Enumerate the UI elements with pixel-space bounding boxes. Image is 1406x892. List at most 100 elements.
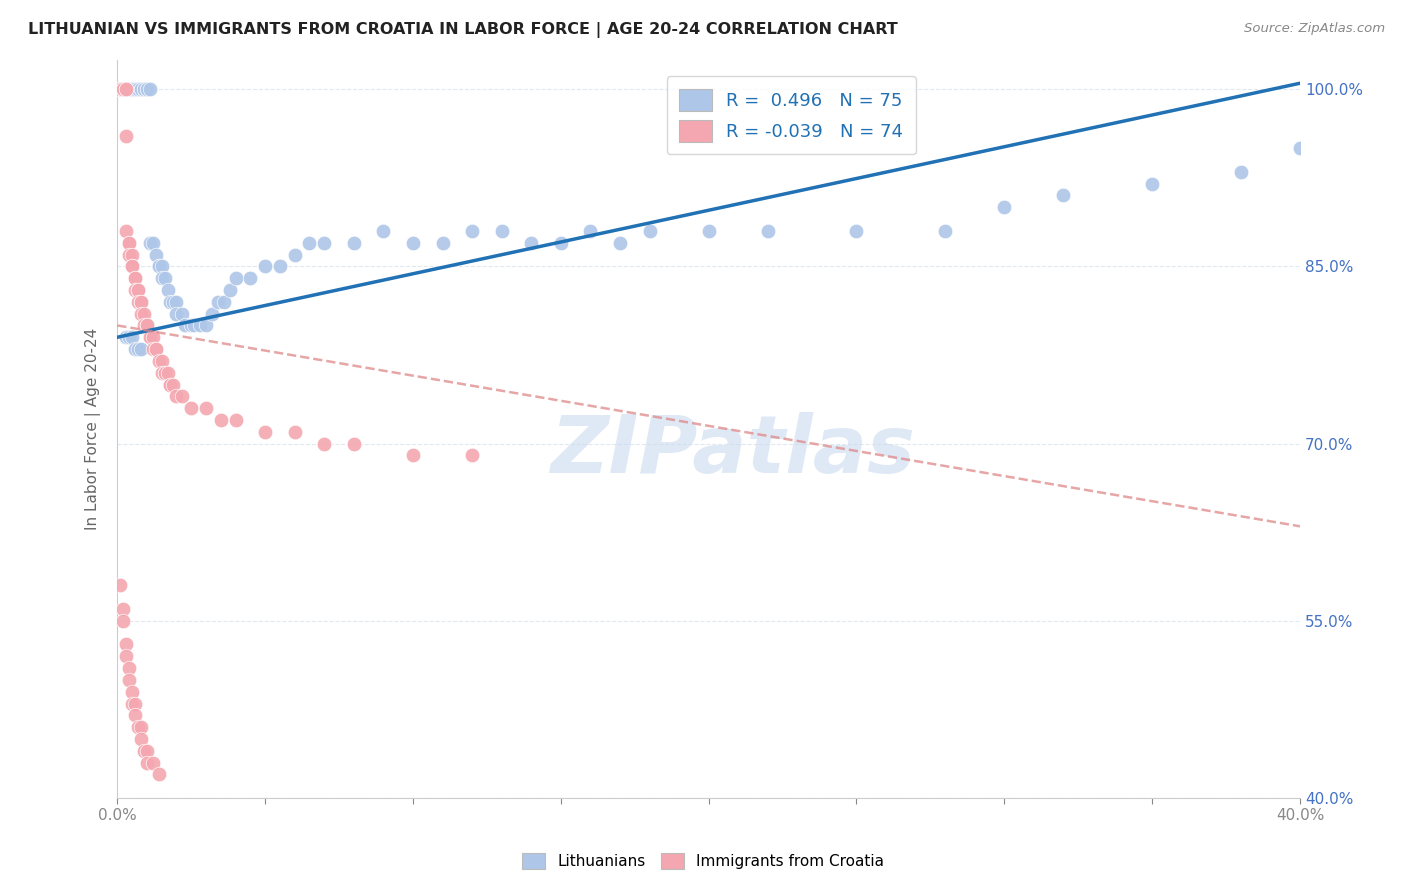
- Point: [127, 342, 149, 356]
- Point: [550, 235, 572, 250]
- Point: [269, 260, 291, 274]
- Point: [115, 82, 138, 96]
- Point: [1289, 141, 1312, 155]
- Point: [129, 82, 152, 96]
- Point: [129, 731, 152, 746]
- Text: ZIPatlas: ZIPatlas: [550, 412, 915, 490]
- Point: [934, 224, 956, 238]
- Point: [124, 342, 146, 356]
- Point: [110, 82, 132, 96]
- Point: [135, 756, 157, 770]
- Point: [110, 578, 132, 592]
- Point: [135, 744, 157, 758]
- Point: [461, 224, 484, 238]
- Point: [432, 235, 454, 250]
- Point: [121, 697, 143, 711]
- Point: [139, 235, 162, 250]
- Point: [124, 82, 146, 96]
- Point: [124, 283, 146, 297]
- Point: [150, 354, 173, 368]
- Point: [112, 82, 135, 96]
- Point: [118, 247, 141, 261]
- Point: [129, 307, 152, 321]
- Point: [142, 756, 165, 770]
- Point: [194, 401, 217, 416]
- Point: [132, 744, 155, 758]
- Point: [254, 425, 277, 439]
- Point: [129, 294, 152, 309]
- Point: [145, 342, 167, 356]
- Point: [129, 82, 152, 96]
- Point: [135, 82, 157, 96]
- Point: [127, 82, 149, 96]
- Point: [162, 294, 184, 309]
- Point: [150, 366, 173, 380]
- Point: [225, 271, 247, 285]
- Point: [697, 224, 720, 238]
- Point: [148, 767, 170, 781]
- Point: [118, 235, 141, 250]
- Point: [127, 283, 149, 297]
- Point: [115, 330, 138, 344]
- Point: [314, 235, 336, 250]
- Point: [112, 614, 135, 628]
- Point: [1140, 177, 1163, 191]
- Point: [153, 366, 176, 380]
- Point: [150, 271, 173, 285]
- Point: [112, 82, 135, 96]
- Point: [124, 697, 146, 711]
- Point: [298, 235, 321, 250]
- Point: [142, 235, 165, 250]
- Point: [343, 436, 366, 450]
- Point: [121, 82, 143, 96]
- Point: [148, 354, 170, 368]
- Point: [132, 82, 155, 96]
- Point: [118, 82, 141, 96]
- Point: [135, 318, 157, 333]
- Point: [343, 235, 366, 250]
- Point: [142, 342, 165, 356]
- Point: [121, 684, 143, 698]
- Point: [172, 307, 194, 321]
- Point: [159, 377, 181, 392]
- Point: [183, 318, 205, 333]
- Point: [110, 82, 132, 96]
- Point: [118, 661, 141, 675]
- Point: [212, 294, 235, 309]
- Point: [153, 271, 176, 285]
- Point: [284, 425, 307, 439]
- Text: Source: ZipAtlas.com: Source: ZipAtlas.com: [1244, 22, 1385, 36]
- Point: [135, 82, 157, 96]
- Point: [112, 82, 135, 96]
- Point: [209, 413, 232, 427]
- Point: [124, 708, 146, 723]
- Point: [638, 224, 661, 238]
- Point: [139, 330, 162, 344]
- Point: [314, 436, 336, 450]
- Point: [145, 342, 167, 356]
- Point: [115, 82, 138, 96]
- Point: [218, 283, 240, 297]
- Point: [124, 271, 146, 285]
- Point: [1230, 165, 1253, 179]
- Legend: R =  0.496   N = 75, R = -0.039   N = 74: R = 0.496 N = 75, R = -0.039 N = 74: [666, 76, 917, 154]
- Point: [139, 82, 162, 96]
- Point: [165, 307, 187, 321]
- Point: [115, 224, 138, 238]
- Point: [180, 318, 202, 333]
- Point: [201, 307, 224, 321]
- Point: [756, 224, 779, 238]
- Point: [284, 247, 307, 261]
- Point: [993, 200, 1015, 214]
- Point: [118, 235, 141, 250]
- Point: [172, 389, 194, 403]
- Point: [239, 271, 262, 285]
- Point: [174, 318, 197, 333]
- Point: [135, 318, 157, 333]
- Point: [115, 82, 138, 96]
- Point: [139, 330, 162, 344]
- Point: [1052, 188, 1074, 202]
- Point: [845, 224, 868, 238]
- Point: [148, 260, 170, 274]
- Point: [579, 224, 602, 238]
